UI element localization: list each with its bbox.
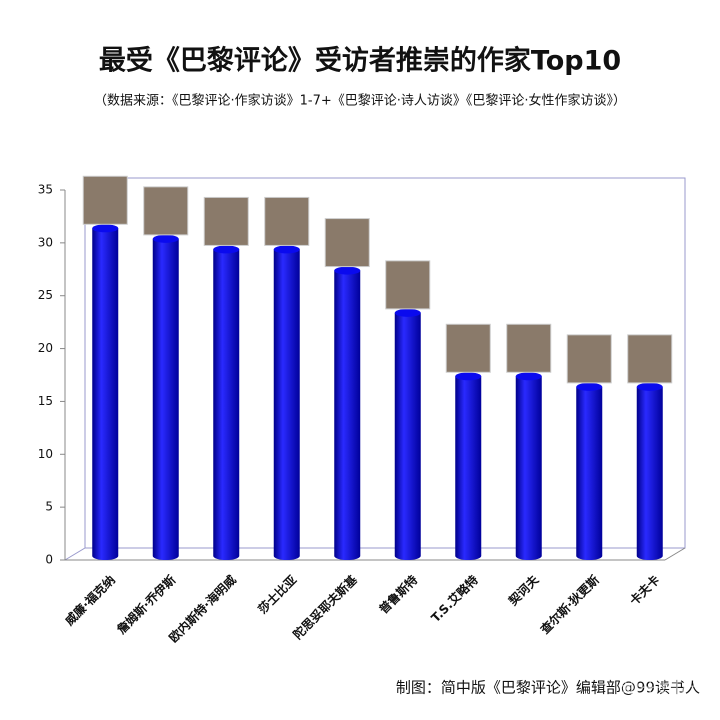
bar: [636, 386, 663, 560]
bar-top: [152, 234, 179, 243]
portrait: [203, 196, 249, 246]
y-tick-label: 5: [45, 500, 53, 514]
y-tick-label: 25: [38, 288, 53, 302]
y-tick-label: 35: [38, 183, 53, 197]
bar-top: [213, 245, 240, 254]
chart-title: 最受《巴黎评论》受访者推崇的作家Top10: [99, 45, 621, 77]
bar: [455, 376, 482, 560]
bar-top: [273, 245, 300, 254]
bar-top: [92, 224, 119, 233]
portrait: [627, 334, 673, 384]
bar-top: [515, 372, 542, 381]
portrait: [264, 196, 310, 246]
x-tick-label: T.S.艾略特: [428, 572, 481, 625]
bar-top: [455, 372, 482, 381]
portrait: [143, 186, 189, 236]
bar: [152, 238, 179, 560]
x-tick-label: 契诃夫: [505, 571, 542, 608]
y-tick-label: 0: [45, 553, 53, 567]
bar-top: [334, 266, 361, 275]
x-tick-label: 卡夫卡: [626, 572, 662, 608]
x-tick-label: 莎士比亚: [255, 572, 300, 617]
portrait: [506, 323, 552, 373]
credit: 制图：简中版《巴黎评论》编辑部@99读书人: [396, 679, 700, 697]
bar-top: [576, 382, 603, 391]
portrait: [82, 175, 128, 225]
y-tick-label: 10: [38, 447, 53, 461]
bar: [576, 386, 603, 560]
x-tick-label: 威廉·福克纳: [62, 572, 118, 628]
bar: [334, 270, 361, 560]
watermark: 知乎用户: [620, 675, 700, 699]
bar-top: [394, 308, 421, 317]
x-tick-label: 詹姆斯·乔伊斯: [114, 572, 179, 637]
portrait: [445, 323, 491, 373]
bar-top: [636, 382, 663, 391]
x-tick-label: 查尔斯·狄更斯: [536, 572, 601, 637]
bar: [394, 312, 421, 560]
portrait: [566, 334, 612, 384]
chart-subtitle: （数据来源：《巴黎评论·作家访谈》1-7+《巴黎评论·诗人访谈》《巴黎评论·女性…: [94, 93, 626, 109]
y-tick-label: 15: [38, 394, 53, 408]
bar: [273, 249, 300, 560]
portrait: [324, 218, 370, 268]
x-tick-label: 陀思妥耶夫斯基: [290, 571, 361, 642]
portrait: [385, 260, 431, 310]
bar: [515, 376, 542, 560]
plot-frame: [64, 177, 686, 561]
bar: [213, 249, 240, 560]
x-tick-label: 普鲁斯特: [376, 572, 421, 617]
y-tick-label: 20: [38, 341, 53, 355]
y-tick-label: 30: [38, 235, 53, 249]
bar: [92, 228, 119, 561]
